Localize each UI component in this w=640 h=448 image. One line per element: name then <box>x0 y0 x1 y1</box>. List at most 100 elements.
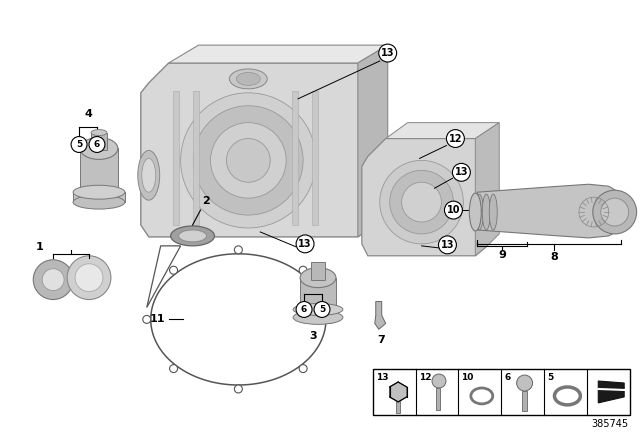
Circle shape <box>452 164 470 181</box>
Circle shape <box>33 260 73 300</box>
Polygon shape <box>598 381 624 403</box>
Circle shape <box>193 106 303 215</box>
Circle shape <box>170 365 177 373</box>
Circle shape <box>314 302 330 318</box>
Polygon shape <box>390 382 407 402</box>
Ellipse shape <box>80 138 118 159</box>
Ellipse shape <box>300 268 336 288</box>
Polygon shape <box>386 123 499 138</box>
Ellipse shape <box>476 194 483 230</box>
Circle shape <box>42 269 64 291</box>
Text: 6: 6 <box>301 305 307 314</box>
Circle shape <box>380 160 463 244</box>
Ellipse shape <box>559 391 577 401</box>
Text: 13: 13 <box>298 239 312 249</box>
Text: 2: 2 <box>202 196 211 206</box>
Text: 12: 12 <box>419 373 431 382</box>
Bar <box>436 388 440 410</box>
Bar <box>372 369 630 415</box>
Circle shape <box>390 170 453 234</box>
Bar <box>311 262 325 280</box>
Circle shape <box>296 302 312 318</box>
Polygon shape <box>73 192 125 202</box>
Ellipse shape <box>293 303 343 315</box>
Circle shape <box>296 235 314 253</box>
Polygon shape <box>312 91 318 225</box>
Text: 3: 3 <box>309 332 317 341</box>
Text: 5: 5 <box>76 140 82 149</box>
Circle shape <box>299 266 307 274</box>
Ellipse shape <box>138 151 160 200</box>
Ellipse shape <box>73 185 125 199</box>
Bar <box>91 133 107 151</box>
Circle shape <box>379 44 397 62</box>
Text: 13: 13 <box>376 373 388 382</box>
Circle shape <box>601 198 628 226</box>
Circle shape <box>227 138 270 182</box>
Text: 7: 7 <box>377 335 385 345</box>
Text: 13: 13 <box>381 48 394 58</box>
Polygon shape <box>193 91 198 225</box>
Text: 6: 6 <box>94 140 100 149</box>
Text: 11: 11 <box>150 314 166 324</box>
Circle shape <box>234 246 243 254</box>
Text: 8: 8 <box>550 252 558 262</box>
Text: 13: 13 <box>441 240 454 250</box>
Text: 9: 9 <box>499 250 506 260</box>
Polygon shape <box>292 91 298 225</box>
Ellipse shape <box>91 129 107 136</box>
Polygon shape <box>80 148 118 192</box>
Circle shape <box>89 137 105 152</box>
Text: 10: 10 <box>461 373 474 382</box>
Ellipse shape <box>179 230 207 242</box>
Ellipse shape <box>229 69 268 89</box>
Text: 385745: 385745 <box>591 419 628 429</box>
Circle shape <box>326 315 334 323</box>
Bar <box>396 401 400 413</box>
Bar <box>522 391 527 411</box>
Circle shape <box>67 256 111 300</box>
Text: 13: 13 <box>454 167 468 177</box>
Ellipse shape <box>489 194 497 230</box>
Circle shape <box>170 266 177 274</box>
Text: 12: 12 <box>449 134 462 143</box>
Ellipse shape <box>469 193 481 231</box>
Polygon shape <box>358 45 388 237</box>
Polygon shape <box>173 91 179 225</box>
Circle shape <box>234 385 243 393</box>
Polygon shape <box>476 123 499 256</box>
Ellipse shape <box>171 226 214 246</box>
Circle shape <box>432 374 446 388</box>
Circle shape <box>143 315 151 323</box>
Ellipse shape <box>293 310 343 324</box>
Circle shape <box>402 182 442 222</box>
Ellipse shape <box>300 311 336 323</box>
Ellipse shape <box>236 73 260 86</box>
Ellipse shape <box>73 195 125 209</box>
Circle shape <box>71 137 87 152</box>
Circle shape <box>180 93 316 228</box>
Polygon shape <box>375 302 386 329</box>
Polygon shape <box>141 63 372 237</box>
Ellipse shape <box>142 159 156 192</box>
Text: 4: 4 <box>84 109 92 119</box>
Ellipse shape <box>483 194 490 230</box>
Text: 1: 1 <box>35 242 43 252</box>
Circle shape <box>299 365 307 373</box>
Ellipse shape <box>80 186 118 198</box>
Text: 5: 5 <box>547 373 553 382</box>
Circle shape <box>593 190 637 234</box>
Circle shape <box>447 129 465 147</box>
Polygon shape <box>147 246 180 307</box>
Circle shape <box>516 375 532 391</box>
Circle shape <box>211 123 286 198</box>
Text: 5: 5 <box>319 305 325 314</box>
Polygon shape <box>300 278 336 318</box>
Text: 6: 6 <box>504 373 511 382</box>
Polygon shape <box>362 138 487 256</box>
Polygon shape <box>169 45 388 63</box>
Circle shape <box>438 236 456 254</box>
Text: 10: 10 <box>447 205 460 215</box>
Circle shape <box>444 201 462 219</box>
Ellipse shape <box>475 392 489 401</box>
